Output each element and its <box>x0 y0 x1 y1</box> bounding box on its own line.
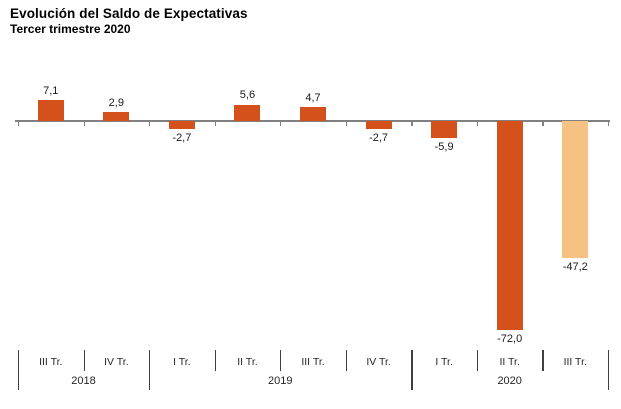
x-axis-tick <box>476 121 479 126</box>
chart-title: Evolución del Saldo de Expectativas <box>10 6 248 21</box>
year-group-separator <box>18 350 20 390</box>
x-axis-year-label: 2018 <box>71 375 96 387</box>
x-axis-tick <box>18 121 20 126</box>
bar-value-label: -5,9 <box>434 140 454 153</box>
x-axis-quarter-label: IV Tr. <box>366 356 391 368</box>
quarter-separator <box>542 350 544 371</box>
x-axis-tick <box>280 121 282 126</box>
bar-value-label: 2,9 <box>108 96 124 109</box>
bar <box>365 120 392 129</box>
x-axis-quarter-label: II Tr. <box>499 356 520 368</box>
x-axis-tick <box>214 121 216 126</box>
x-axis-quarter-label: II Tr. <box>237 356 258 368</box>
bar <box>168 120 195 129</box>
x-axis-tick <box>608 121 610 126</box>
x-axis-line <box>15 120 610 122</box>
year-group-separator <box>411 350 413 390</box>
bar-value-label: -2,7 <box>369 131 389 144</box>
x-axis-tick <box>411 121 413 126</box>
x-axis-quarter-label: III Tr. <box>563 356 587 368</box>
bar <box>300 107 327 121</box>
chart-subtitle: Tercer trimestre 2020 <box>10 22 131 36</box>
x-axis-quarter-label: III Tr. <box>301 356 325 368</box>
x-axis-quarter-label: IV Tr. <box>104 356 129 368</box>
bar <box>234 104 261 121</box>
bar-value-label: 5,6 <box>239 89 256 102</box>
bar <box>37 100 64 121</box>
bar <box>103 112 130 121</box>
quarter-separator <box>476 350 479 371</box>
x-axis-tick <box>542 121 544 126</box>
bar-value-label: -47,2 <box>562 260 588 273</box>
x-axis-tick <box>345 121 347 126</box>
bar-value-label: 4,7 <box>305 91 321 104</box>
x-axis-quarter-label: I Tr. <box>435 356 453 368</box>
bar-value-label: 7,1 <box>43 84 59 97</box>
year-group-separator <box>149 350 151 390</box>
quarter-separator <box>345 350 347 371</box>
x-axis-tick <box>83 121 85 126</box>
quarter-separator <box>83 350 85 371</box>
bar-value-label: -2,7 <box>172 131 192 144</box>
x-axis-tick <box>149 121 151 126</box>
x-axis-quarter-label: I Tr. <box>173 356 191 368</box>
x-axis-quarter-label: III Tr. <box>39 356 63 368</box>
x-axis-year-label: 2019 <box>267 375 293 387</box>
bar <box>431 120 458 138</box>
bar <box>496 120 523 330</box>
x-axis-year-label: 2020 <box>497 375 522 387</box>
bar-value-label: -72,0 <box>497 332 523 345</box>
bar-highlighted <box>562 120 589 258</box>
year-group-separator <box>608 350 610 390</box>
quarter-separator <box>214 350 216 371</box>
quarter-separator <box>280 350 282 371</box>
